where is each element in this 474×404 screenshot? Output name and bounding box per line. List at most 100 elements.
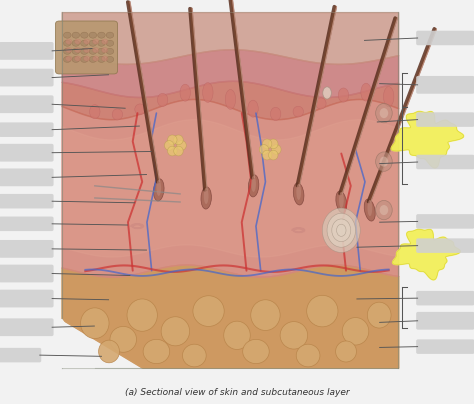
Ellipse shape: [106, 57, 114, 63]
Ellipse shape: [106, 48, 114, 54]
Ellipse shape: [92, 48, 99, 53]
Ellipse shape: [336, 341, 356, 362]
Ellipse shape: [323, 87, 331, 99]
Ellipse shape: [251, 300, 280, 330]
Ellipse shape: [338, 88, 349, 102]
FancyBboxPatch shape: [416, 291, 474, 305]
Ellipse shape: [375, 152, 392, 171]
Ellipse shape: [272, 145, 281, 154]
Ellipse shape: [224, 321, 250, 349]
Ellipse shape: [204, 188, 209, 204]
FancyBboxPatch shape: [0, 290, 54, 307]
Ellipse shape: [361, 83, 371, 101]
Ellipse shape: [268, 150, 278, 160]
Ellipse shape: [332, 219, 351, 242]
Ellipse shape: [173, 146, 183, 156]
Ellipse shape: [380, 205, 388, 215]
Ellipse shape: [101, 56, 108, 61]
Ellipse shape: [248, 100, 258, 117]
Ellipse shape: [156, 180, 161, 196]
Ellipse shape: [251, 176, 256, 192]
Ellipse shape: [64, 32, 71, 38]
Ellipse shape: [92, 39, 99, 44]
Ellipse shape: [89, 32, 97, 38]
Ellipse shape: [81, 308, 109, 339]
Ellipse shape: [296, 344, 320, 367]
Ellipse shape: [89, 57, 97, 63]
Ellipse shape: [98, 57, 105, 63]
FancyBboxPatch shape: [0, 194, 54, 208]
Ellipse shape: [65, 39, 72, 44]
Ellipse shape: [106, 32, 114, 38]
FancyBboxPatch shape: [416, 339, 474, 354]
Ellipse shape: [180, 84, 191, 101]
Ellipse shape: [83, 56, 90, 61]
Ellipse shape: [367, 302, 391, 328]
Ellipse shape: [271, 107, 281, 120]
Ellipse shape: [327, 213, 356, 247]
Ellipse shape: [98, 48, 105, 54]
Ellipse shape: [74, 56, 81, 61]
Polygon shape: [62, 319, 95, 368]
Ellipse shape: [135, 104, 145, 115]
Ellipse shape: [336, 191, 346, 213]
Ellipse shape: [383, 86, 394, 107]
FancyBboxPatch shape: [0, 95, 54, 113]
Ellipse shape: [101, 39, 108, 44]
Ellipse shape: [72, 57, 80, 63]
Ellipse shape: [154, 179, 164, 201]
Ellipse shape: [293, 183, 304, 205]
Ellipse shape: [157, 93, 168, 107]
Ellipse shape: [322, 208, 360, 252]
Ellipse shape: [280, 322, 308, 349]
FancyBboxPatch shape: [0, 217, 54, 231]
Ellipse shape: [81, 32, 88, 38]
Ellipse shape: [127, 299, 157, 331]
FancyBboxPatch shape: [0, 69, 54, 86]
Ellipse shape: [164, 141, 174, 150]
Ellipse shape: [307, 295, 338, 327]
Ellipse shape: [259, 145, 269, 154]
Ellipse shape: [83, 39, 90, 44]
Ellipse shape: [64, 48, 71, 54]
Ellipse shape: [168, 146, 177, 156]
Ellipse shape: [342, 318, 369, 345]
Ellipse shape: [81, 48, 88, 54]
Ellipse shape: [110, 326, 137, 352]
Ellipse shape: [98, 40, 105, 46]
Ellipse shape: [72, 48, 80, 54]
Ellipse shape: [316, 98, 326, 109]
Ellipse shape: [143, 339, 170, 364]
Ellipse shape: [99, 340, 119, 363]
Ellipse shape: [193, 296, 224, 326]
FancyBboxPatch shape: [0, 348, 41, 362]
Ellipse shape: [101, 48, 108, 53]
FancyBboxPatch shape: [0, 122, 54, 137]
Ellipse shape: [161, 317, 190, 346]
Ellipse shape: [339, 192, 344, 208]
Ellipse shape: [202, 82, 213, 102]
Ellipse shape: [106, 40, 114, 46]
Ellipse shape: [248, 175, 259, 197]
FancyBboxPatch shape: [416, 112, 474, 127]
Ellipse shape: [90, 105, 100, 119]
Ellipse shape: [262, 150, 272, 160]
Ellipse shape: [81, 40, 88, 46]
Ellipse shape: [168, 135, 177, 145]
Ellipse shape: [177, 141, 186, 150]
Ellipse shape: [243, 339, 269, 364]
Polygon shape: [391, 112, 464, 168]
FancyBboxPatch shape: [0, 265, 54, 282]
Ellipse shape: [375, 103, 392, 123]
Ellipse shape: [375, 200, 392, 220]
Ellipse shape: [83, 48, 90, 53]
Ellipse shape: [293, 106, 303, 117]
Ellipse shape: [268, 139, 278, 149]
FancyBboxPatch shape: [416, 155, 474, 169]
FancyBboxPatch shape: [0, 318, 54, 336]
Ellipse shape: [367, 200, 372, 216]
FancyBboxPatch shape: [416, 214, 474, 229]
Ellipse shape: [296, 184, 301, 200]
Text: (a) Sectional view of skin and subcutaneous layer: (a) Sectional view of skin and subcutane…: [125, 388, 349, 397]
Ellipse shape: [182, 344, 206, 367]
